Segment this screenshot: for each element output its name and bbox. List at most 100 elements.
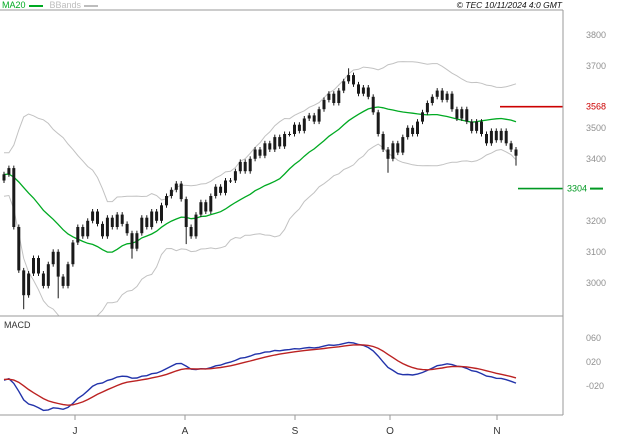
candle-body	[371, 96, 375, 113]
candle-body	[347, 75, 351, 82]
candle-body	[160, 205, 163, 221]
candle-body	[184, 199, 188, 227]
candle-body	[430, 96, 434, 103]
candle-body	[7, 168, 11, 175]
candle-body	[12, 168, 16, 227]
macd-axis-label: 020	[586, 357, 601, 367]
candle-body	[125, 223, 129, 234]
candle-body	[352, 75, 355, 85]
candle-body	[421, 112, 424, 122]
candle-body	[425, 103, 429, 113]
candle-body	[86, 220, 90, 237]
bollinger-upper-line	[4, 61, 517, 203]
candle-body	[51, 251, 55, 265]
candle-body	[233, 171, 237, 181]
candle-body	[46, 264, 50, 286]
price-axis-label: 3800	[586, 30, 606, 40]
candle-body	[32, 258, 35, 274]
candle-body	[61, 276, 65, 286]
candle-body	[179, 183, 183, 200]
candle-body	[376, 112, 380, 134]
candle-body	[76, 227, 80, 243]
candle-body	[342, 81, 346, 91]
candle-body	[288, 134, 291, 135]
month-label: S	[292, 426, 299, 437]
candle-body	[514, 149, 518, 156]
price-axis-label: 3700	[586, 61, 606, 71]
price-axis-label: 3400	[586, 154, 606, 164]
candle-body	[110, 217, 114, 227]
candle-body	[460, 109, 464, 119]
candle-body	[416, 121, 419, 134]
candle-body	[475, 121, 479, 131]
price-panel	[2, 61, 518, 316]
candle-body	[327, 93, 331, 100]
candle-body	[297, 124, 301, 131]
candle-body	[238, 161, 242, 172]
candle-body	[450, 93, 454, 110]
chart-header: MA20 BBands © TEC 10/11/2024 4:0 GMT	[2, 0, 562, 11]
candle-body	[253, 149, 257, 159]
macd-axis-label: -020	[586, 381, 604, 391]
month-label: N	[493, 426, 500, 437]
candle-body	[406, 127, 410, 138]
candle-body	[71, 242, 75, 265]
price-axis-label: 3000	[586, 278, 606, 288]
candle-body	[455, 109, 459, 119]
candle-body	[312, 115, 316, 122]
candle-body	[283, 134, 287, 147]
candle-body	[361, 87, 365, 94]
candle-body	[120, 214, 124, 224]
candle-body	[174, 183, 178, 190]
candle-body	[470, 121, 474, 131]
indicator-legend: MA20 BBands	[2, 0, 105, 11]
candle-body	[445, 93, 449, 100]
candle-body	[499, 130, 503, 141]
candle-body	[278, 137, 282, 147]
candlesticks	[2, 68, 518, 310]
candle-body	[302, 118, 306, 131]
candle-body	[91, 211, 95, 221]
candle-body	[248, 158, 252, 172]
price-axis-label: 3100	[586, 247, 606, 257]
candle-body	[357, 84, 360, 94]
candle-body	[440, 90, 444, 100]
candle-body	[386, 149, 390, 159]
candle-body	[2, 174, 6, 181]
candle-body	[150, 211, 154, 227]
candle-body	[56, 251, 60, 277]
legend-bbands-dash-icon	[84, 4, 99, 7]
candle-body	[165, 196, 168, 206]
month-label: O	[386, 426, 394, 437]
candle-body	[411, 127, 415, 134]
candle-body	[66, 264, 70, 286]
candle-body	[101, 223, 104, 237]
candle-body	[480, 121, 483, 134]
candle-body	[485, 134, 488, 144]
month-label: A	[182, 426, 189, 437]
candle-body	[366, 87, 370, 97]
candle-body	[22, 270, 26, 296]
candle-body	[268, 143, 272, 150]
candle-body	[219, 186, 223, 193]
candle-body	[229, 180, 232, 182]
candle-body	[263, 143, 267, 156]
legend-ma20-dash-icon	[28, 4, 43, 7]
legend-ma20-label: MA20	[2, 0, 26, 10]
candle-body	[194, 214, 198, 237]
month-label: J	[73, 426, 78, 437]
candle-body	[243, 161, 247, 172]
candle-body	[189, 227, 193, 237]
candle-body	[224, 180, 227, 193]
ma20-line	[3, 106, 517, 253]
macd-axis-label: 060	[586, 333, 601, 343]
candle-body	[130, 233, 134, 249]
candle-body	[115, 214, 119, 227]
bollinger-lower-line	[3, 143, 517, 316]
candle-body	[401, 137, 405, 153]
candle-body	[145, 217, 149, 227]
candle-body	[155, 211, 159, 221]
candle-body	[337, 90, 341, 103]
candle-body	[204, 202, 208, 212]
candle-body	[258, 149, 262, 156]
